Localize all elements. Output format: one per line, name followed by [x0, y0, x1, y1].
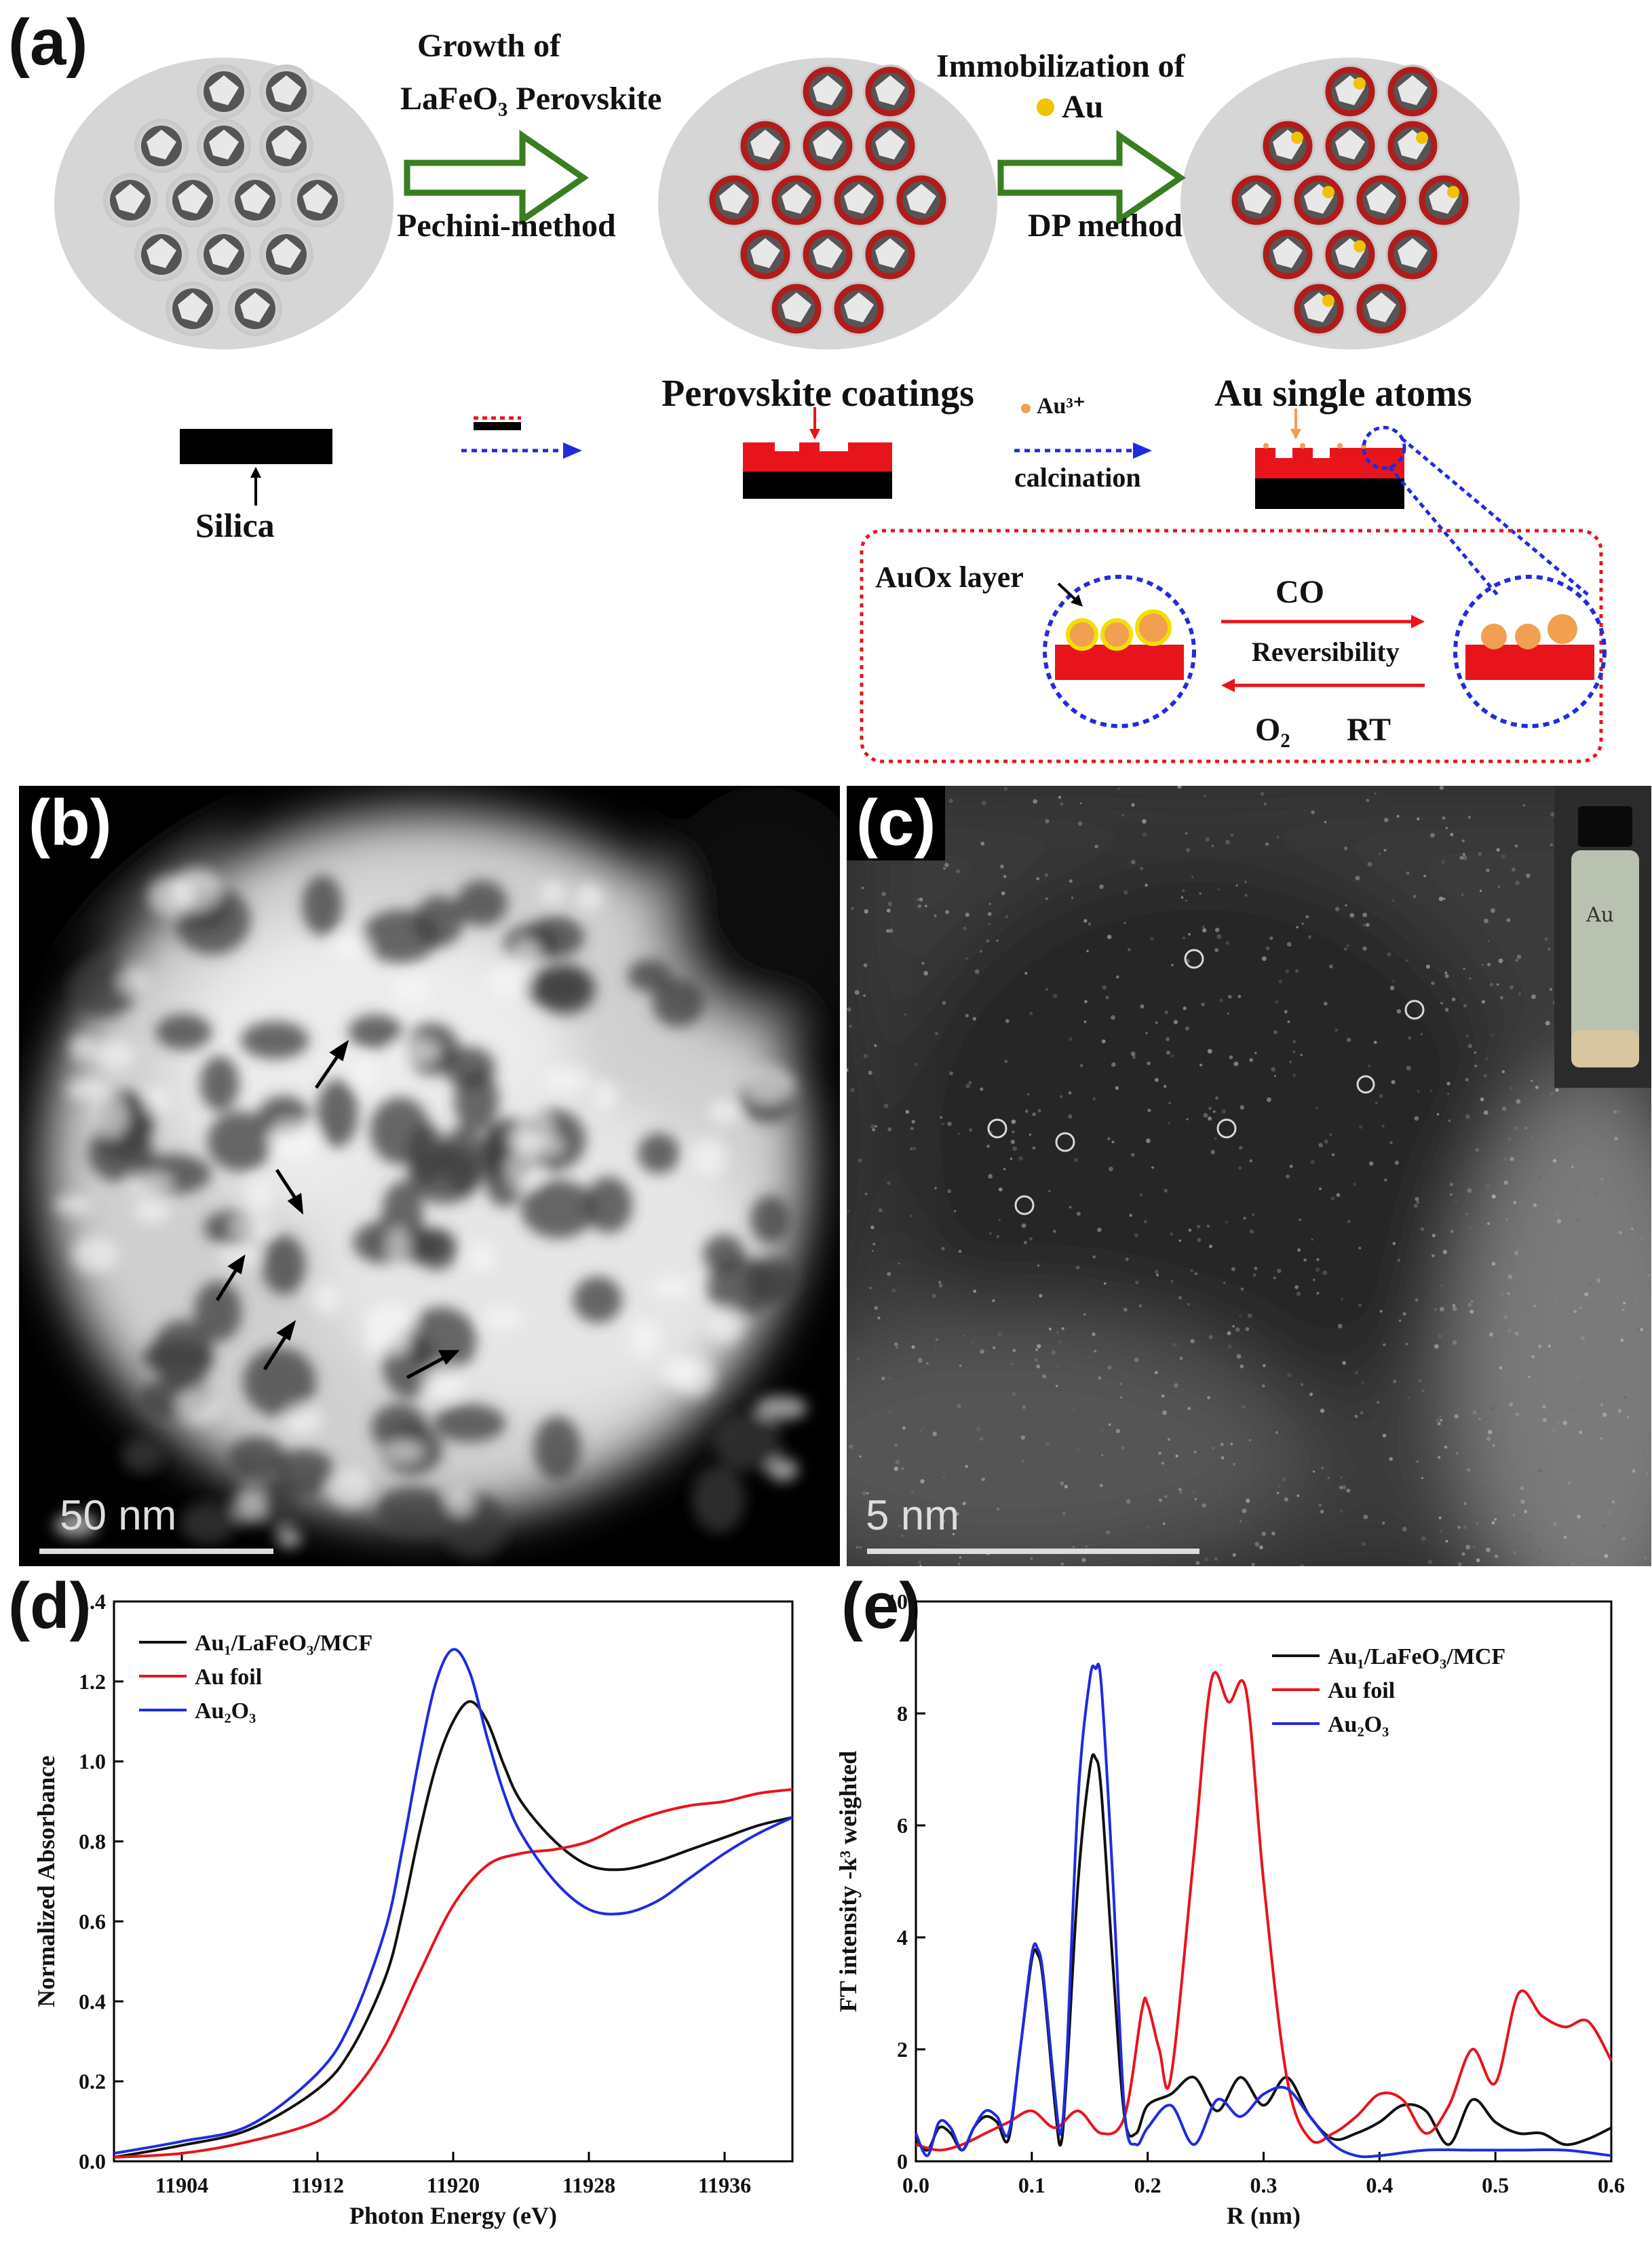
y-tick-label: 0.4 [79, 1989, 106, 2013]
x-tick-label: 11920 [427, 2173, 480, 2197]
x-tick-label: 11928 [562, 2173, 615, 2197]
legend-label: Au₂O₃ [195, 1699, 256, 1724]
panel-b-label: (b) [19, 786, 121, 860]
hollow-arrow-1 [404, 130, 589, 226]
tem-micrograph-b [19, 786, 840, 1558]
step2-au: Au [1062, 89, 1104, 125]
x-tick-label: 11912 [291, 2173, 344, 2197]
perovskite-coated-silica-drawing [658, 58, 997, 349]
au-loaded-perovskite-drawing [1180, 58, 1520, 349]
stem-micrograph-c: Au [847, 786, 1651, 1566]
x-tick-label: 11904 [155, 2173, 208, 2197]
y-tick-label: 0.6 [79, 1909, 106, 1933]
auox-layer-label: AuOx layer [875, 561, 1024, 594]
y-tick-label: 2 [897, 2037, 908, 2062]
x-tick-label: 0.6 [1598, 2173, 1625, 2197]
legend-label: Au₁/LaFeO₃/MCF [1328, 1644, 1505, 1669]
x-tick-label: 0.3 [1250, 2173, 1278, 2197]
x-axis-label: Photon Energy (eV) [349, 2202, 557, 2229]
step1-material: LaFeO₃ Perovskite [400, 81, 662, 117]
silica-label: Silica [195, 506, 275, 544]
y-tick-label: 6 [897, 1813, 908, 1838]
sample-vial-inset: Au [1554, 786, 1651, 1088]
panel-e-label: (e) [841, 1570, 921, 1642]
au3-label: Au³⁺ [1037, 394, 1086, 419]
au-single-atoms-label: Au single atoms [1214, 373, 1472, 415]
y-tick-label: 0.8 [79, 1829, 106, 1854]
co-label: CO [1275, 574, 1324, 610]
pore-arrows [215, 1040, 460, 1380]
y-tick-label: 0 [897, 2149, 908, 2174]
series-line-1 [113, 1700, 793, 2159]
x-tick-label: 0.2 [1134, 2173, 1161, 2197]
series-line-3 [113, 1648, 793, 2155]
panel-d-label: (d) [8, 1570, 92, 1642]
panel-a-label: (a) [8, 6, 88, 79]
y-tick-label: 1.4 [79, 1589, 106, 1614]
reversibility-label: Reversibility [1252, 637, 1400, 667]
y-tick-label: 8 [897, 1701, 908, 1726]
mesoporous-silica-drawing [54, 58, 393, 349]
legend-label: Au foil [195, 1665, 262, 1690]
y-tick-label: 1.0 [79, 1749, 106, 1774]
calcination-label: calcination [1014, 462, 1141, 493]
xanes-chart: 11904 11912 11920 11928 11936 0.0 0.2 0.4 0.6 0.8… [33, 1589, 794, 2229]
scale-label-b: 50 nm [60, 1492, 177, 1539]
x-axis-label: R (nm) [1227, 2202, 1301, 2229]
x-tick-label: 11936 [698, 2173, 751, 2197]
x-tick-label: 0.4 [1366, 2173, 1393, 2197]
y-tick-label: 0.0 [79, 2149, 106, 2174]
step1-title: Growth of [417, 28, 561, 64]
step2-title: Immobilization of [936, 48, 1185, 84]
svg-text:Au: Au [1586, 903, 1614, 927]
rt-label: RT [1347, 712, 1391, 748]
y-axis-label: FT intensity -k³ weighted [834, 1751, 862, 2012]
y-tick-label: 1.2 [79, 1669, 106, 1694]
panel-c-label: (c) [847, 786, 946, 860]
au-particle-icon [1037, 98, 1054, 116]
tem-image-b: (b) 50 nm [19, 786, 840, 1566]
series-line-2 [113, 1787, 793, 2159]
series-line-2 [915, 1671, 1613, 2152]
scheme-drawing [54, 58, 1607, 763]
y-tick-label: 4 [897, 1925, 908, 1950]
step1-method: Pechini-method [397, 208, 616, 244]
hollow-arrow-2 [997, 130, 1186, 226]
series-line-1 [915, 1753, 1612, 2152]
y-tick-label: 10 [886, 1589, 908, 1614]
step2-method: DP method [1028, 208, 1183, 244]
x-tick-label: 0.5 [1482, 2173, 1509, 2197]
stem-image-c: Au (c) 5 nm [847, 786, 1651, 1566]
single-atom-markers [987, 949, 1425, 1215]
y-axis-label: Normalized Absorbance [33, 1756, 60, 2007]
o2-label: O₂ [1255, 712, 1290, 748]
scale-label-c: 5 nm [866, 1492, 959, 1539]
series-line-3 [915, 1663, 1612, 2159]
legend-label: Au₂O₃ [1328, 1712, 1389, 1737]
x-tick-label: 0.1 [1018, 2173, 1045, 2197]
silica-slab [180, 429, 332, 464]
exafs-chart: 0.0 0.1 0.2 0.3 0.4 0.5 0.6 0 2 4 6 8 10 R (nm) FT int… [834, 1589, 1625, 2229]
x-tick-label: 0.0 [902, 2173, 929, 2197]
legend-label: Au foil [1328, 1678, 1395, 1703]
legend-label: Au₁/LaFeO₃/MCF [195, 1631, 372, 1656]
y-tick-label: 0.2 [79, 2069, 106, 2093]
perovskite-coatings-label: Perovskite coatings [661, 373, 974, 415]
